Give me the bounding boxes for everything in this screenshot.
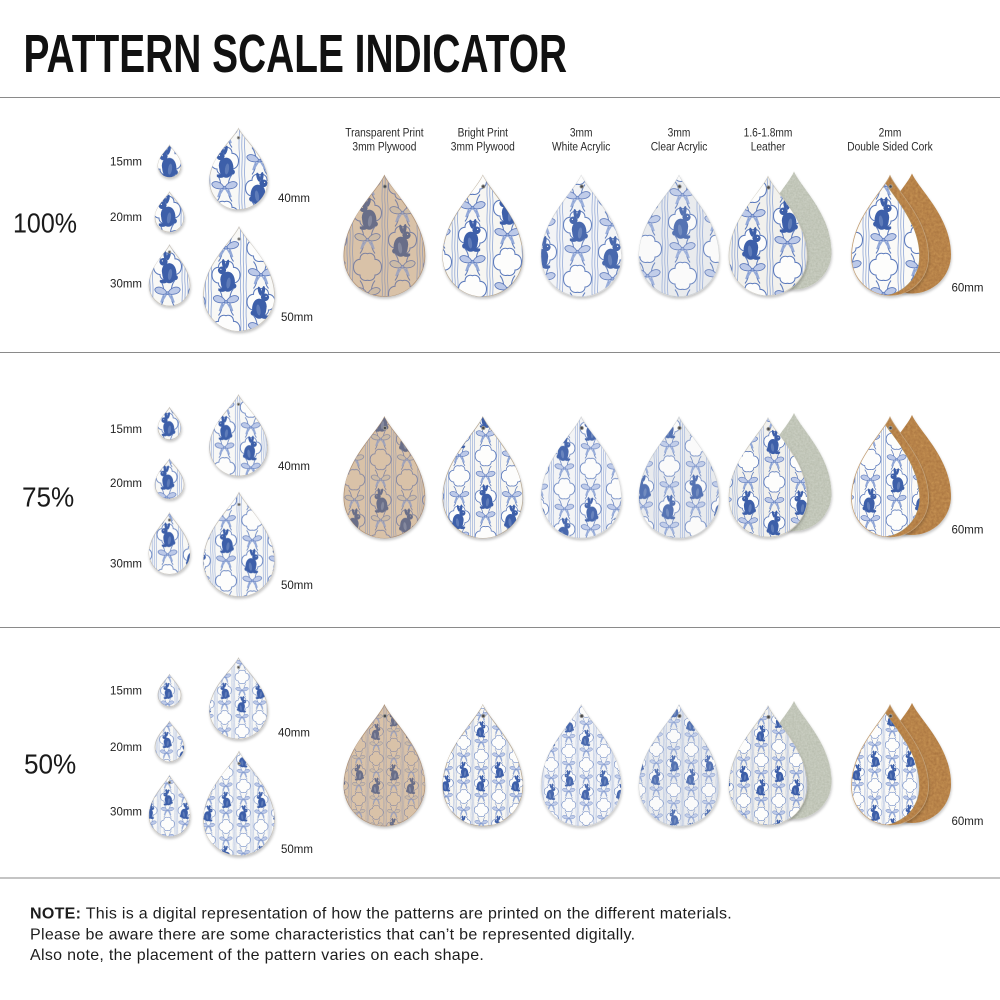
svg-text:30mm: 30mm xyxy=(110,807,142,819)
svg-text:50mm: 50mm xyxy=(281,580,313,592)
svg-text:15mm: 15mm xyxy=(110,686,142,698)
svg-text:NOTE: This is a digital repres: NOTE: This is a digital representation o… xyxy=(30,906,732,923)
svg-text:20mm: 20mm xyxy=(110,742,142,754)
svg-text:40mm: 40mm xyxy=(278,728,310,740)
svg-text:50%: 50% xyxy=(24,749,76,780)
svg-text:Clear Acrylic: Clear Acrylic xyxy=(651,141,708,154)
svg-text:50mm: 50mm xyxy=(281,312,313,324)
svg-text:3mm: 3mm xyxy=(570,127,593,140)
svg-text:75%: 75% xyxy=(22,482,74,513)
svg-text:White Acrylic: White Acrylic xyxy=(552,141,611,154)
svg-text:Leather: Leather xyxy=(751,141,786,154)
svg-text:50mm: 50mm xyxy=(281,844,313,856)
svg-text:30mm: 30mm xyxy=(110,559,142,571)
svg-text:Bright Print: Bright Print xyxy=(458,127,509,140)
svg-text:40mm: 40mm xyxy=(278,461,310,473)
svg-text:60mm: 60mm xyxy=(952,525,984,537)
svg-text:20mm: 20mm xyxy=(110,212,142,224)
svg-text:30mm: 30mm xyxy=(110,278,142,290)
svg-text:60mm: 60mm xyxy=(952,816,984,828)
svg-text:100%: 100% xyxy=(13,207,77,238)
svg-text:20mm: 20mm xyxy=(110,478,142,490)
svg-text:Also note, the placement of th: Also note, the placement of the pattern … xyxy=(30,947,484,964)
svg-text:Please be aware there are some: Please be aware there are some character… xyxy=(30,927,635,944)
svg-text:15mm: 15mm xyxy=(110,157,142,169)
svg-text:3mm Plywood: 3mm Plywood xyxy=(451,141,515,154)
svg-text:3mm: 3mm xyxy=(668,127,691,140)
svg-text:3mm Plywood: 3mm Plywood xyxy=(352,141,416,154)
svg-text:PATTERN SCALE INDICATOR: PATTERN SCALE INDICATOR xyxy=(24,23,568,84)
svg-text:15mm: 15mm xyxy=(110,424,142,436)
svg-text:2mm: 2mm xyxy=(879,127,902,140)
svg-text:40mm: 40mm xyxy=(278,193,310,205)
svg-text:60mm: 60mm xyxy=(952,282,984,294)
svg-text:1.6-1.8mm: 1.6-1.8mm xyxy=(744,127,793,140)
svg-text:Double Sided Cork: Double Sided Cork xyxy=(847,141,933,154)
svg-text:Transparent Print: Transparent Print xyxy=(345,127,424,140)
